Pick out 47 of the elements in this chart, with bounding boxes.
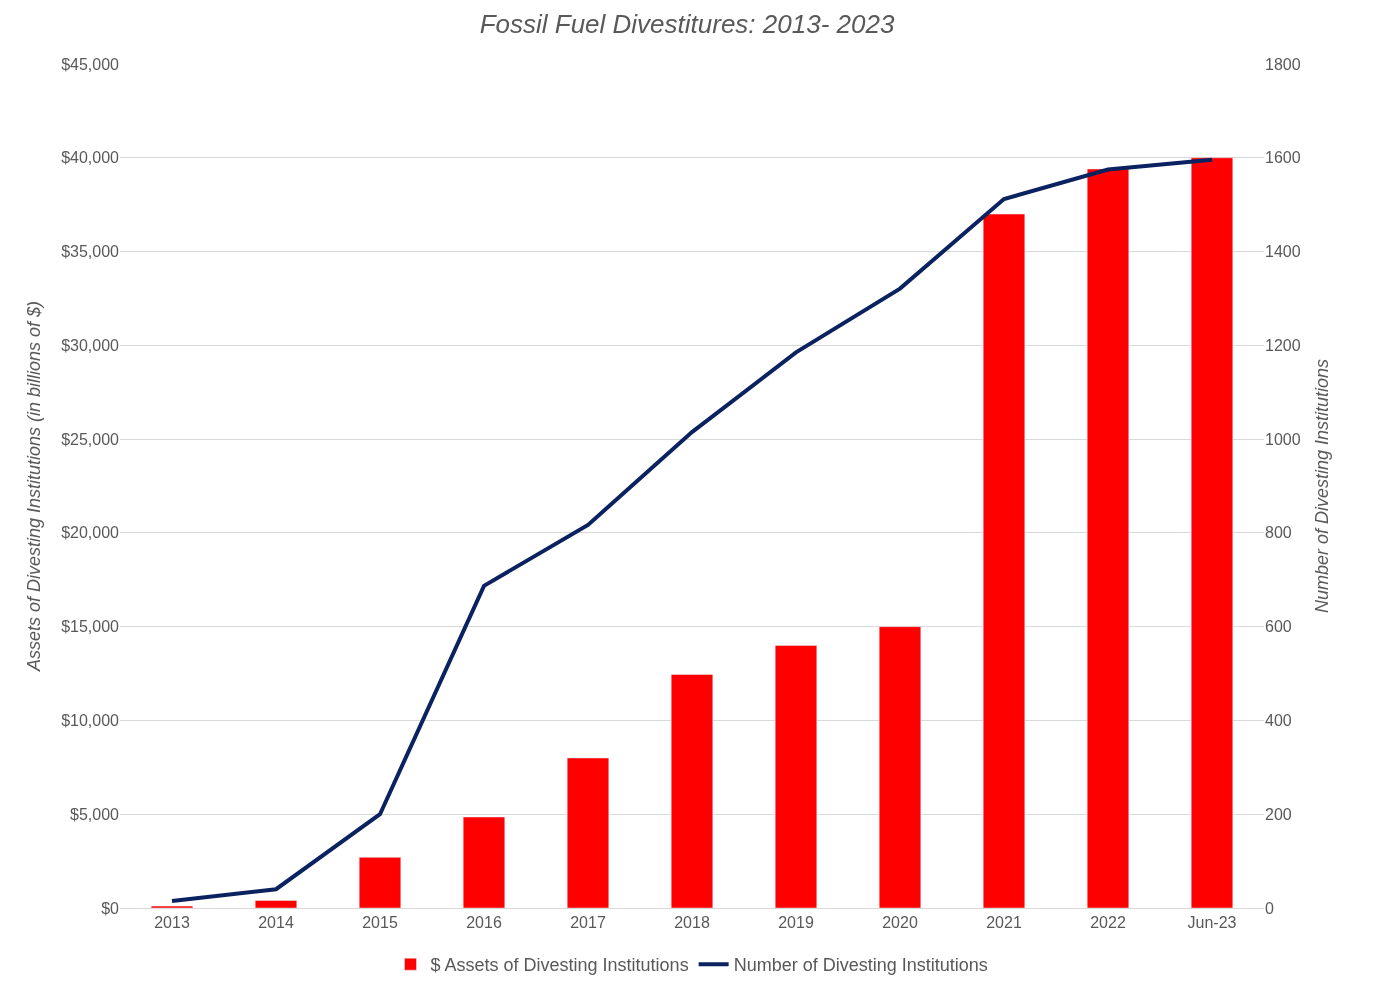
y2-tick-label: 0: [1265, 899, 1274, 917]
chart-title: Fossil Fuel Divestitures: 2013- 2023: [479, 9, 895, 40]
y-tick-label: $20,000: [61, 524, 120, 542]
y2-tick-label: 800: [1265, 524, 1292, 542]
bar: [1086, 168, 1130, 908]
bar: [566, 757, 610, 908]
y2-tick-label: 600: [1265, 618, 1292, 636]
x-tick-label: 2019: [778, 914, 814, 932]
y-tick-label: $45,000: [61, 55, 120, 73]
y2-axis-title: Number of Divesting Institutions: [1311, 358, 1332, 614]
x-tick-label: 2014: [258, 914, 294, 932]
bar: [1190, 157, 1234, 908]
x-tick-label: 2013: [154, 914, 190, 932]
y-tick-label: $0: [101, 899, 120, 917]
y-tick-label: $25,000: [61, 430, 120, 448]
y2-tick-label: 1200: [1265, 336, 1301, 354]
y-axis-title: Assets of Divesting Institutions (in billions of $): [24, 300, 45, 673]
y2-tick-label: 1000: [1265, 430, 1301, 448]
y-tick-label: $35,000: [61, 243, 120, 261]
y2-tick-label: 1600: [1265, 149, 1301, 167]
x-tick-label: 2020: [882, 914, 918, 932]
bar: [254, 900, 298, 908]
y-tick-label: $40,000: [61, 149, 120, 167]
y2-tick-label: 1800: [1265, 55, 1301, 73]
x-tick-label: 2021: [986, 914, 1022, 932]
legend-label: Number of Divesting Institutions: [733, 955, 988, 976]
line-series: [170, 157, 1214, 903]
y2-tick-label: 400: [1265, 712, 1292, 730]
bar: [462, 816, 506, 908]
bar: [982, 213, 1026, 908]
bar: [878, 626, 922, 908]
x-tick-label: 2015: [362, 914, 398, 932]
x-tick-label: 2022: [1090, 914, 1126, 932]
bar: [358, 857, 402, 908]
x-tick-label: Jun-23: [1187, 914, 1237, 932]
y-tick-label: $10,000: [61, 712, 120, 730]
x-tick-label: 2017: [570, 914, 606, 932]
y2-tick-label: 200: [1265, 805, 1292, 823]
x-tick-label: 2018: [674, 914, 710, 932]
y-tick-label: $15,000: [61, 618, 120, 636]
bar: [670, 674, 714, 908]
legend-label: $ Assets of Divesting Institutions: [430, 955, 689, 976]
y-tick-label: $30,000: [61, 336, 120, 354]
x-tick-label: 2016: [466, 914, 502, 932]
bar: [774, 645, 818, 908]
y-tick-label: $5,000: [70, 805, 120, 823]
y2-tick-label: 1400: [1265, 243, 1301, 261]
